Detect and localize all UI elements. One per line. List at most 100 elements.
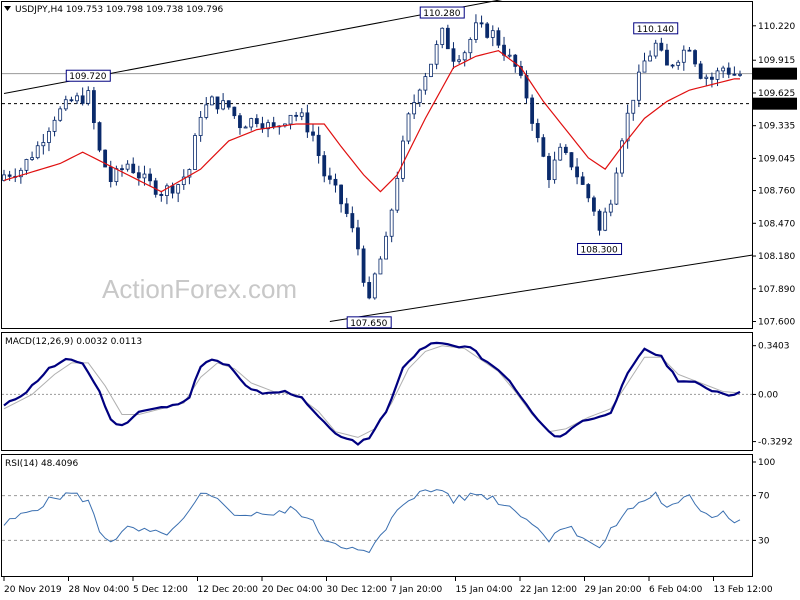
candle-body: [159, 193, 164, 196]
rsi-panel[interactable]: [1, 454, 753, 577]
rsi-tick-label: 30: [758, 536, 770, 546]
macd-layer: 0.3403 0.00 -0.3292: [2, 342, 793, 448]
candle-body: [665, 49, 669, 66]
candle-body: [148, 173, 152, 182]
candle-body: [681, 49, 686, 63]
candle-body: [305, 112, 310, 133]
price-tag-label: 109.796: [756, 70, 793, 80]
candle-body: [490, 30, 495, 38]
candle-body: [620, 140, 624, 174]
price-annotation-label: 110.140: [637, 25, 674, 35]
candle-body: [176, 184, 181, 194]
candle-body: [254, 118, 259, 125]
price-tick-label: 109.625: [758, 89, 795, 99]
rsi-panel-title: RSI(14) 48.4096: [5, 459, 78, 469]
candle-body: [384, 235, 388, 260]
price-annotation-label: 107.650: [350, 319, 387, 329]
candle-body: [412, 102, 417, 115]
candle-body: [170, 185, 175, 194]
annotations-layer: 109.720 110.280 107.650 108.300 110.140: [65, 6, 679, 329]
price-axis: 110.220 109.915 109.625 109.335 109.045 108.7…: [752, 22, 797, 327]
candle-body: [91, 90, 96, 123]
candle-body: [440, 27, 445, 45]
time-tick-label: 28 Nov 04:00: [69, 585, 130, 595]
candle-body: [372, 273, 377, 299]
candle-body: [187, 169, 192, 178]
price-tag-box: [753, 97, 797, 110]
collapse-triangle-icon[interactable]: [4, 6, 11, 11]
candle-body: [457, 59, 461, 62]
price-annotation-box: [419, 6, 465, 19]
candle-body: [636, 71, 641, 101]
candle-body: [243, 126, 248, 129]
candle-body: [165, 185, 169, 196]
candle-body: [41, 142, 46, 147]
candle-body: [676, 61, 681, 66]
candle-body: [569, 152, 574, 168]
candle-body: [35, 145, 40, 159]
candle-body: [339, 184, 343, 205]
price-annotation-box: [65, 69, 111, 82]
moving-average-line: [3, 49, 740, 193]
rsi-tick-label: 70: [758, 492, 770, 502]
candle-body: [7, 174, 12, 177]
candle-body: [322, 155, 327, 177]
candle-body: [97, 122, 102, 151]
time-tick-label: 12 Dec 20:00: [198, 585, 259, 595]
candle-body: [586, 184, 591, 199]
price-tag-label: 109.530: [756, 100, 793, 110]
price-tick-label: 108.470: [758, 219, 795, 229]
candle-body: [513, 54, 518, 67]
candle-body: [131, 163, 136, 174]
candle-body: [249, 118, 254, 128]
candle-body: [597, 210, 602, 231]
candle-body: [648, 55, 653, 62]
macd-main-line: [3, 341, 741, 446]
candle-body: [63, 99, 68, 110]
candle-body: [474, 22, 478, 40]
candle-body: [18, 169, 23, 178]
candle-body: [631, 99, 636, 114]
price-tick-label: 108.180: [758, 252, 795, 262]
candle-body: [260, 123, 265, 130]
candle-body: [653, 42, 658, 57]
candle-body: [120, 168, 124, 171]
candle-body: [193, 135, 197, 170]
macd-panel[interactable]: [1, 332, 753, 451]
candle-body: [423, 76, 428, 91]
time-tick-label: 30 Dec 12:00: [327, 585, 388, 595]
candle-body: [451, 48, 456, 62]
candle-body: [75, 95, 79, 102]
candle-body: [580, 176, 585, 185]
price-annotation-box: [346, 316, 392, 329]
watermark: ActionForex.com: [102, 274, 297, 304]
candle-body: [316, 134, 321, 156]
candle-body: [226, 100, 231, 108]
candle-body: [103, 149, 108, 168]
macd-tick-label: 0.00: [758, 390, 778, 400]
rsi-line: [3, 489, 741, 554]
candle-body: [693, 50, 697, 65]
price-tick-label: 110.220: [758, 22, 795, 32]
price-panel[interactable]: [1, 1, 753, 329]
candle-body: [698, 63, 703, 79]
candle-body: [69, 99, 74, 102]
candle-body: [238, 115, 242, 129]
candle-body: [181, 176, 186, 185]
candle-body: [575, 166, 579, 178]
candle-body: [378, 258, 383, 275]
candle-body: [417, 89, 422, 103]
candle-body: [350, 213, 355, 229]
candle-body: [294, 114, 299, 117]
price-tick-label: 109.335: [758, 122, 795, 132]
candle-body: [485, 23, 490, 38]
candle-body: [659, 42, 664, 51]
macd-tick-label: 0.3403: [758, 342, 790, 352]
candle-body: [80, 95, 85, 104]
time-tick-label: 15 Jan 04:00: [456, 585, 513, 595]
candle-body: [367, 282, 372, 299]
candle-body: [389, 209, 394, 237]
candle-body: [507, 54, 512, 57]
candle-body: [24, 159, 29, 171]
